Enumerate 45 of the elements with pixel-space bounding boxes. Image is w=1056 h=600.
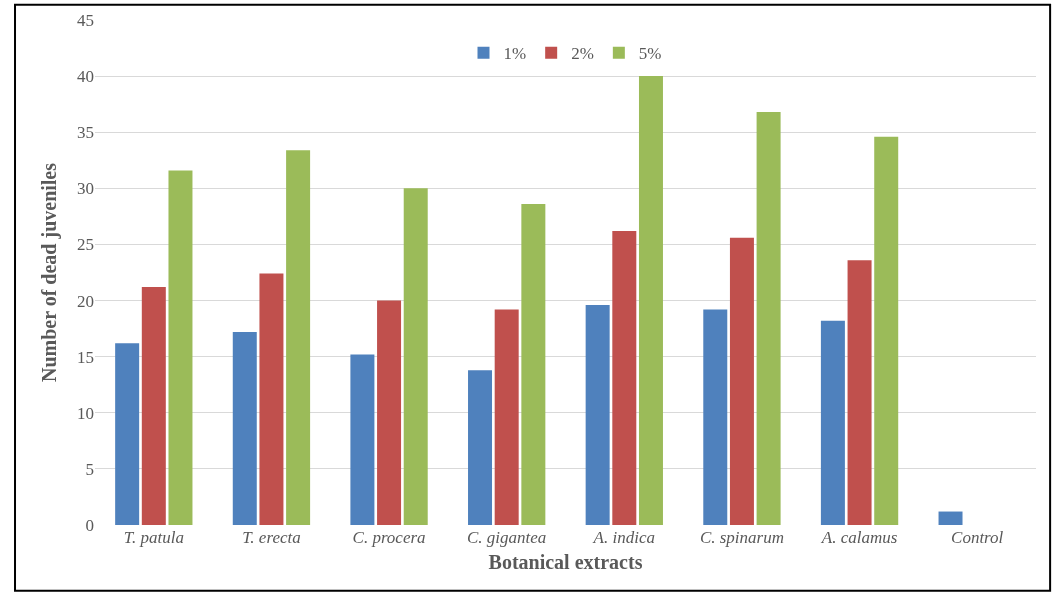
bar xyxy=(286,150,311,525)
bar xyxy=(350,354,375,525)
bar xyxy=(612,230,637,525)
bar xyxy=(874,136,899,525)
bar xyxy=(494,309,519,525)
y-tick-label: 40 xyxy=(77,67,94,87)
bar xyxy=(938,511,963,525)
x-tick-label: C. spinarum xyxy=(699,528,784,547)
legend-label: 1% xyxy=(503,44,527,64)
bar xyxy=(403,188,428,525)
bar xyxy=(585,305,610,525)
x-tick-label: T. erecta xyxy=(242,528,301,547)
y-tick-label: 0 xyxy=(85,515,94,535)
x-tick-label: C. gigantea xyxy=(467,528,547,547)
y-tick-label: 10 xyxy=(77,403,94,423)
legend-label: 5% xyxy=(638,44,662,64)
bar xyxy=(468,370,493,525)
y-tick-label: 30 xyxy=(77,179,94,199)
x-axis-title: Botanical extracts xyxy=(488,550,643,573)
bar xyxy=(521,204,546,525)
x-tick-label: T. patula xyxy=(123,528,184,547)
x-tick-label: A. indica xyxy=(592,528,656,547)
bar xyxy=(115,343,140,525)
bar xyxy=(259,273,284,525)
bar xyxy=(703,309,728,525)
y-tick-label: 25 xyxy=(77,235,94,255)
y-tick-label: 20 xyxy=(77,291,94,311)
y-tick-label: 45 xyxy=(77,10,94,30)
x-tick-label: Control xyxy=(951,528,1004,547)
y-tick-label: 15 xyxy=(77,347,94,367)
y-tick-label: 35 xyxy=(77,123,94,143)
bar xyxy=(638,76,663,525)
y-tick-label: 5 xyxy=(85,459,94,479)
legend-label: 2% xyxy=(571,44,594,64)
bar xyxy=(820,320,845,525)
bar xyxy=(729,237,754,525)
bar xyxy=(756,112,781,525)
bar xyxy=(847,260,872,525)
bar xyxy=(232,331,257,525)
x-tick-label: A. calamus xyxy=(820,528,898,547)
x-tick-label: C. procera xyxy=(352,528,426,547)
bar xyxy=(141,287,166,525)
bar xyxy=(168,170,193,525)
bar xyxy=(377,300,402,525)
y-axis-title: Number of dead juveniles xyxy=(37,162,61,383)
